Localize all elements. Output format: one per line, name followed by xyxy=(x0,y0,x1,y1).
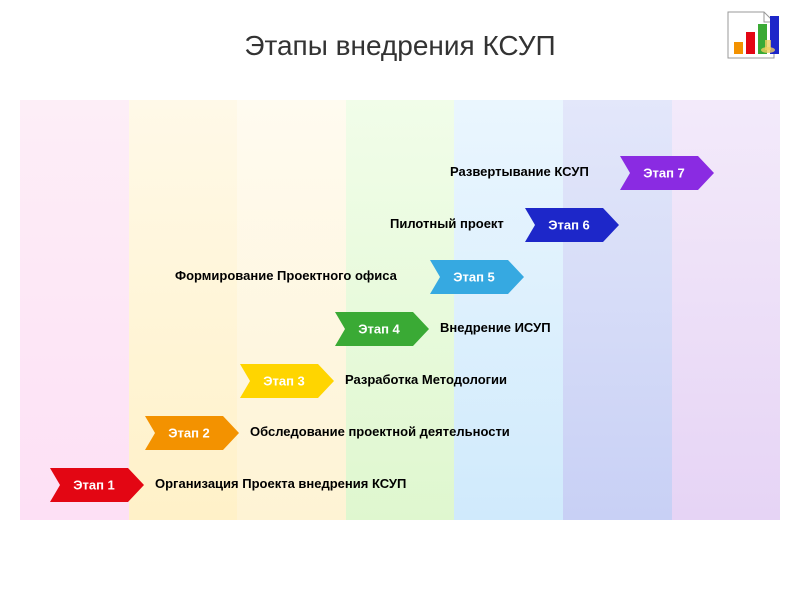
bg-stripe-4 xyxy=(346,100,455,520)
stage-desc-3: Разработка Методологии xyxy=(345,372,507,387)
stage-desc-7: Развертывание КСУП xyxy=(450,164,589,179)
svg-text:Этап 7: Этап 7 xyxy=(643,166,685,181)
svg-text:Этап 4: Этап 4 xyxy=(358,322,400,337)
chart-icon xyxy=(724,10,780,60)
stage-arrow-7: Этап 7 xyxy=(620,156,714,190)
svg-text:Этап 6: Этап 6 xyxy=(548,218,590,233)
bg-stripe-5 xyxy=(454,100,563,520)
page-title: Этапы внедрения КСУП xyxy=(0,30,800,62)
stage-arrow-4: Этап 4 xyxy=(335,312,429,346)
bg-stripe-1 xyxy=(20,100,129,520)
stage-desc-5: Формирование Проектного офиса xyxy=(175,268,397,283)
stage-desc-6: Пилотный проект xyxy=(390,216,504,231)
svg-text:Этап 5: Этап 5 xyxy=(453,270,495,285)
stage-desc-4: Внедрение ИСУП xyxy=(440,320,551,335)
stage-desc-1: Организация Проекта внедрения КСУП xyxy=(155,476,406,491)
stage-arrow-2: Этап 2 xyxy=(145,416,239,450)
svg-text:Этап 1: Этап 1 xyxy=(73,478,115,493)
stage-desc-2: Обследование проектной деятельности xyxy=(250,424,510,439)
stage-area: Этап 1 Организация Проекта внедрения КСУ… xyxy=(20,100,780,520)
stage-arrow-6: Этап 6 xyxy=(525,208,619,242)
stage-arrow-3: Этап 3 xyxy=(240,364,334,398)
bg-stripe-3 xyxy=(237,100,346,520)
bg-stripe-2 xyxy=(129,100,238,520)
svg-text:Этап 2: Этап 2 xyxy=(168,426,210,441)
svg-text:Этап 3: Этап 3 xyxy=(263,374,305,389)
stage-arrow-5: Этап 5 xyxy=(430,260,524,294)
stage-arrow-1: Этап 1 xyxy=(50,468,144,502)
